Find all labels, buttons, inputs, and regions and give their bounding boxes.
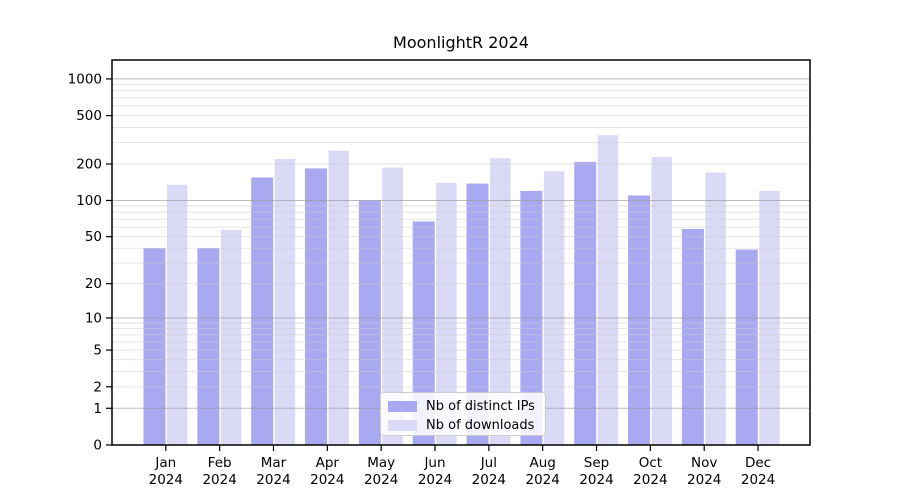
legend-label-distinct-ips: Nb of distinct IPs [426, 398, 535, 414]
legend-item-downloads: Nb of downloads [381, 416, 545, 434]
x-tick-label-year: 2024 [472, 472, 506, 488]
x-tick-label-month: Jun [423, 455, 445, 471]
bar-distinct-ips-oct [628, 195, 651, 445]
x-tick-label-month: Apr [316, 455, 340, 471]
x-tick-label-month: Oct [639, 455, 662, 471]
y-tick-label: 20 [85, 276, 102, 292]
x-tick-label-year: 2024 [418, 472, 452, 488]
x-tick-label-year: 2024 [633, 472, 667, 488]
legend-swatch-downloads [388, 419, 417, 431]
legend-swatch-distinct-ips [388, 400, 417, 412]
bar-downloads-oct [651, 157, 673, 445]
y-tick-label: 10 [85, 310, 102, 326]
bar-distinct-ips-jan [143, 248, 166, 445]
y-tick-label: 200 [76, 157, 102, 173]
y-tick-label: 0 [93, 438, 102, 454]
x-tick-label-year: 2024 [202, 472, 236, 488]
bar-downloads-jan [167, 184, 188, 445]
bar-downloads-mar [274, 158, 296, 445]
x-tick-label-year: 2024 [687, 472, 721, 488]
y-tick-label: 50 [85, 229, 102, 245]
legend-item-distinct-ips: Nb of distinct IPs [381, 397, 545, 415]
bar-downloads-jul [490, 158, 511, 445]
x-tick-label-month: May [367, 455, 395, 471]
x-tick-label-year: 2024 [256, 472, 290, 488]
bar-distinct-ips-mar [251, 177, 274, 445]
bar-distinct-ips-feb [197, 248, 220, 445]
x-tick-label-year: 2024 [741, 472, 775, 488]
y-tick-label: 5 [93, 343, 102, 359]
x-tick-label-month: Sep [584, 455, 609, 471]
plot-border [111, 59, 811, 446]
x-tick-label-year: 2024 [579, 472, 613, 488]
bar-downloads-nov [705, 172, 726, 445]
legend-label-downloads: Nb of downloads [426, 417, 535, 433]
y-tick-label: 500 [76, 108, 102, 124]
y-tick-label: 100 [76, 193, 102, 209]
x-tick-label-month: Mar [261, 455, 287, 471]
bar-downloads-apr [328, 150, 350, 445]
bar-downloads-feb [220, 229, 242, 445]
bar-downloads-sep [597, 135, 619, 445]
bar-downloads-aug [543, 171, 565, 445]
x-tick-label-month: Jan [154, 455, 176, 471]
x-tick-label-month: Nov [691, 455, 717, 471]
y-tick-label: 1000 [68, 71, 102, 87]
x-tick-label-year: 2024 [149, 472, 183, 488]
y-tick-label: 1 [93, 401, 102, 417]
bar-distinct-ips-jul [466, 183, 489, 445]
x-tick-label-year: 2024 [364, 472, 398, 488]
x-tick-label-year: 2024 [310, 472, 344, 488]
bar-distinct-ips-jun [412, 221, 435, 445]
bar-distinct-ips-nov [681, 228, 704, 445]
x-tick-label-month: Dec [745, 455, 771, 471]
bar-distinct-ips-dec [735, 249, 758, 445]
x-tick-label-month: Jul [480, 455, 497, 471]
legend: Nb of distinct IPs Nb of downloads [380, 392, 546, 436]
x-tick-label-month: Feb [208, 455, 232, 471]
bar-distinct-ips-apr [305, 168, 328, 445]
bar-distinct-ips-sep [574, 161, 597, 445]
x-tick-label-month: Aug [529, 455, 555, 471]
x-tick-label-year: 2024 [526, 472, 560, 488]
chart-title: MoonlightR 2024 [393, 33, 529, 52]
y-tick-label: 2 [93, 379, 102, 395]
